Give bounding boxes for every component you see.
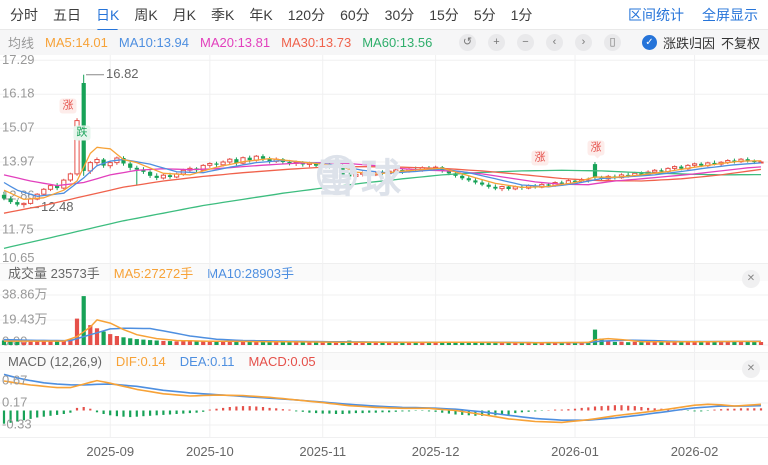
volume-title: 成交量 23573手 [8,266,100,281]
period-tab-2[interactable]: 日K [96,6,120,32]
attribution-check-icon[interactable]: ✓ [641,35,657,50]
svg-text:0.67: 0.67 [2,372,27,387]
ma-legend-item-2: MA20:13.81 [200,35,271,50]
period-tab-10[interactable]: 15分 [429,6,459,23]
date-axis-label-2: 2025-11 [299,444,347,459]
svg-text:0.17: 0.17 [2,394,27,409]
date-axis-label-5: 2026-02 [670,444,719,459]
ma-legend-item-3: MA30:13.73 [281,35,352,50]
ma-legend-item-1: MA10:13.94 [118,35,189,50]
svg-text:-0.33: -0.33 [2,416,32,431]
nav-right-links: 区间统计 全屏显示 [628,5,758,25]
svg-text:13.97: 13.97 [2,153,35,168]
volume-panel-header: 成交量 23573手 MA5:27272手 MA10:28903手 [0,263,768,281]
pan-left-icon[interactable]: ‹ [545,34,563,51]
period-tab-1[interactable]: 五日 [53,6,81,23]
period-tab-7[interactable]: 120分 [287,6,326,23]
period-tab-8[interactable]: 60分 [340,6,370,23]
period-tab-9[interactable]: 30分 [384,6,415,23]
chart-tool-icons: ↺ + − ‹ › ▯ [458,34,621,51]
zoom-out-icon[interactable]: − [516,34,534,51]
nav-link-1[interactable]: 全屏显示 [702,6,758,23]
date-axis-label-4: 2026-01 [551,444,599,459]
period-tab-6[interactable]: 年K [249,6,273,23]
svg-text:19.43万: 19.43万 [2,311,48,326]
ma-legend: MA5:14.01 MA10:13.94 MA20:13.81 MA30:13.73 M… [45,35,432,50]
indicator-bar: 均线 MA5:14.01 MA10:13.94 MA20:13.81 MA30:13.… [0,30,768,55]
macd-dea-value: DEA:0.11 [179,354,235,369]
volume-ma10-value: MA10:28903手 [207,266,294,281]
svg-text:16.82: 16.82 [106,66,139,81]
volume-ma5-value: MA5:27272手 [113,266,194,281]
macd-close-icon[interactable]: ✕ [742,360,760,378]
adjust-mode-selector[interactable]: 不复权 [720,36,760,51]
date-axis-label-3: 2025-12 [411,444,460,459]
event-badge-3: 涨 [587,140,605,159]
ma-group-label: 均线 [8,36,35,51]
date-axis-label-0: 2025-09 [86,444,135,459]
attribution-group: ✓ 涨跌归因 不复权 [641,33,760,52]
svg-text:16.18: 16.18 [2,86,35,101]
svg-text:11.75: 11.75 [2,221,34,236]
svg-text:10.65: 10.65 [2,250,35,265]
undo-icon[interactable]: ↺ [458,34,476,51]
event-badge-0: 涨 [59,98,77,114]
svg-text:38.86万: 38.86万 [2,286,48,301]
macd-panel-header: MACD (12,26,9) DIF:0.14 DEA:0.11 MACD:0.… [0,352,768,370]
svg-text:17.29: 17.29 [2,52,35,67]
period-tab-0[interactable]: 分时 [10,6,38,23]
date-axis-label-1: 2025-10 [185,444,234,459]
macd-dif-value: DIF:0.14 [115,354,166,369]
svg-text:15.07: 15.07 [2,120,35,135]
nav-link-0[interactable]: 区间统计 [628,6,684,23]
ma-legend-item-0: MA5:14.01 [45,35,108,50]
period-tab-4[interactable]: 月K [172,6,197,23]
period-tab-11[interactable]: 5分 [473,6,496,23]
period-tabs: 分时 五日 日K 周K 月K 季K 年K 120分 60分 30分 15分 5分 1分 区间统计 全屏显示 [0,0,768,32]
macd-chart[interactable]: 0.67 0.17 -0.33 [0,352,768,437]
attribution-toggle-label[interactable]: 涨跌归因 [662,36,715,51]
pan-right-icon[interactable]: › [574,34,592,51]
period-tab-5[interactable]: 季K [211,6,235,23]
ma-legend-item-4: MA60:13.56 [362,35,433,50]
svg-text:12.48: 12.48 [41,199,74,214]
event-badge-2: 涨 [531,150,549,166]
screenshot-icon[interactable]: ▯ [603,34,621,51]
macd-macd-value: MACD:0.05 [248,354,316,369]
event-badge-1: 跌 [73,125,91,141]
macd-title: MACD (12,26,9) [8,354,102,369]
zoom-in-icon[interactable]: + [487,34,505,51]
volume-close-icon[interactable]: ✕ [742,270,760,288]
period-tab-12[interactable]: 1分 [510,6,533,23]
date-axis: 2025-09 2025-10 2025-11 2025-12 2026-01 2026-… [0,437,768,465]
main-candlestick-chart[interactable]: 17.2916.1815.0713.9712.8611.7510.6516.82… [0,52,768,265]
period-tab-3[interactable]: 周K [134,6,158,23]
